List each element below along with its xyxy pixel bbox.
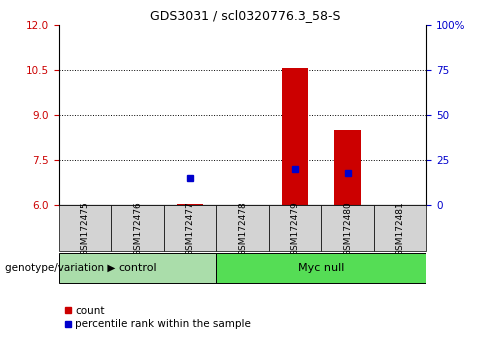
Bar <box>374 205 426 251</box>
Text: genotype/variation ▶: genotype/variation ▶ <box>5 263 115 273</box>
Text: GDS3031 / scl0320776.3_58-S: GDS3031 / scl0320776.3_58-S <box>150 9 340 22</box>
Bar <box>216 205 269 251</box>
Text: control: control <box>118 263 157 273</box>
Legend: count, percentile rank within the sample: count, percentile rank within the sample <box>64 306 251 329</box>
Bar <box>269 205 321 251</box>
Bar <box>282 68 308 205</box>
Bar <box>177 204 203 205</box>
Bar <box>111 205 164 251</box>
Text: GSM172478: GSM172478 <box>238 201 247 256</box>
Text: Myc null: Myc null <box>298 263 344 273</box>
Bar <box>321 205 374 251</box>
Text: GSM172479: GSM172479 <box>291 201 299 256</box>
Text: GSM172477: GSM172477 <box>186 201 195 256</box>
Bar <box>59 205 111 251</box>
Text: GSM172480: GSM172480 <box>343 201 352 256</box>
Text: GSM172481: GSM172481 <box>395 201 405 256</box>
Bar <box>164 205 216 251</box>
Bar <box>216 253 426 283</box>
Bar <box>335 130 361 205</box>
Bar <box>59 253 216 283</box>
Text: GSM172476: GSM172476 <box>133 201 142 256</box>
Text: GSM172475: GSM172475 <box>80 201 90 256</box>
